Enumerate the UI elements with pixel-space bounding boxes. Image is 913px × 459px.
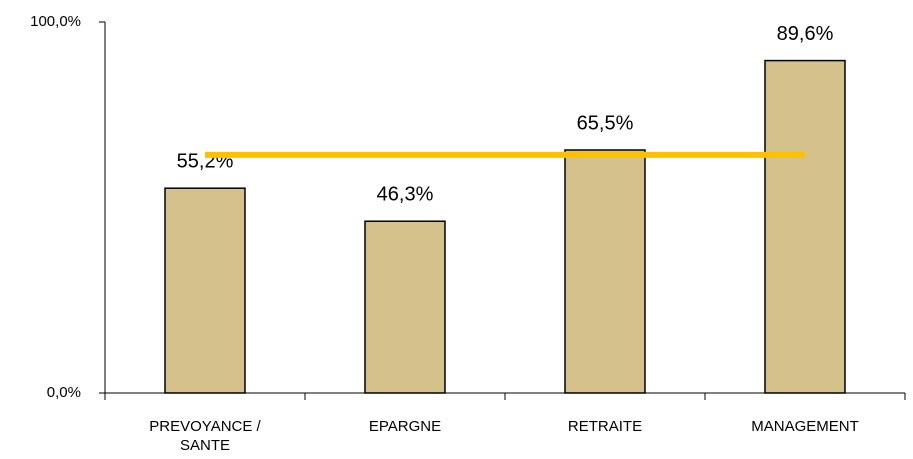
x-label-box: PREVOYANCE / SANTE: [149, 418, 261, 454]
y-tick-label: 0,0%: [47, 384, 81, 401]
bar: [764, 59, 846, 394]
x-label-box: RETRAITE: [567, 418, 643, 435]
bar: [164, 187, 246, 394]
x-tick-label: PREVOYANCE / SANTE: [149, 418, 261, 454]
x-label-box: MANAGEMENT: [751, 418, 859, 435]
value-label: 89,6%: [777, 23, 834, 45]
x-tick-label: MANAGEMENT: [751, 418, 859, 435]
x-tick-label: RETRAITE: [567, 418, 643, 435]
y-tick-label: 100,0%: [30, 13, 81, 30]
bar: [364, 220, 446, 394]
value-label: 65,5%: [577, 112, 634, 134]
x-tick-label: EPARGNE: [368, 418, 442, 435]
bar: [564, 149, 646, 394]
value-label: 46,3%: [377, 184, 434, 206]
x-label-box: EPARGNE: [368, 418, 442, 435]
